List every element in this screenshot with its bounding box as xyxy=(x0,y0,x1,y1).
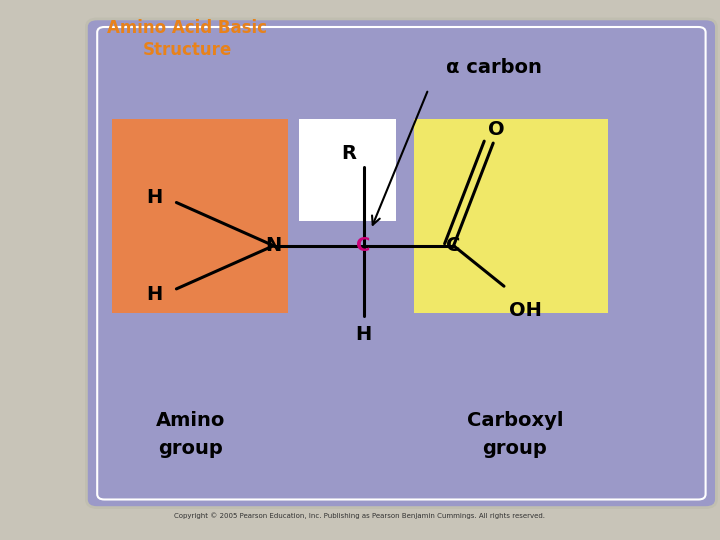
Text: C: C xyxy=(356,236,371,255)
Text: N: N xyxy=(266,236,282,255)
Text: Amino Acid Basic
Structure: Amino Acid Basic Structure xyxy=(107,19,267,59)
Text: α carbon: α carbon xyxy=(446,58,542,77)
Text: H: H xyxy=(147,187,163,207)
FancyBboxPatch shape xyxy=(97,27,706,500)
Text: Carboxyl
group: Carboxyl group xyxy=(467,411,563,458)
Text: H: H xyxy=(147,285,163,304)
Text: Amino
group: Amino group xyxy=(156,411,225,458)
Text: O: O xyxy=(488,120,505,139)
Text: C: C xyxy=(446,236,461,255)
Bar xyxy=(414,119,608,313)
Text: R: R xyxy=(342,144,356,164)
Text: H: H xyxy=(356,325,372,345)
FancyBboxPatch shape xyxy=(86,19,716,508)
Text: Copyright © 2005 Pearson Education, Inc. Publishing as Pearson Benjamin Cummings: Copyright © 2005 Pearson Education, Inc.… xyxy=(174,512,546,519)
Bar xyxy=(299,119,396,221)
Text: OH: OH xyxy=(509,301,542,320)
Bar xyxy=(112,119,288,313)
